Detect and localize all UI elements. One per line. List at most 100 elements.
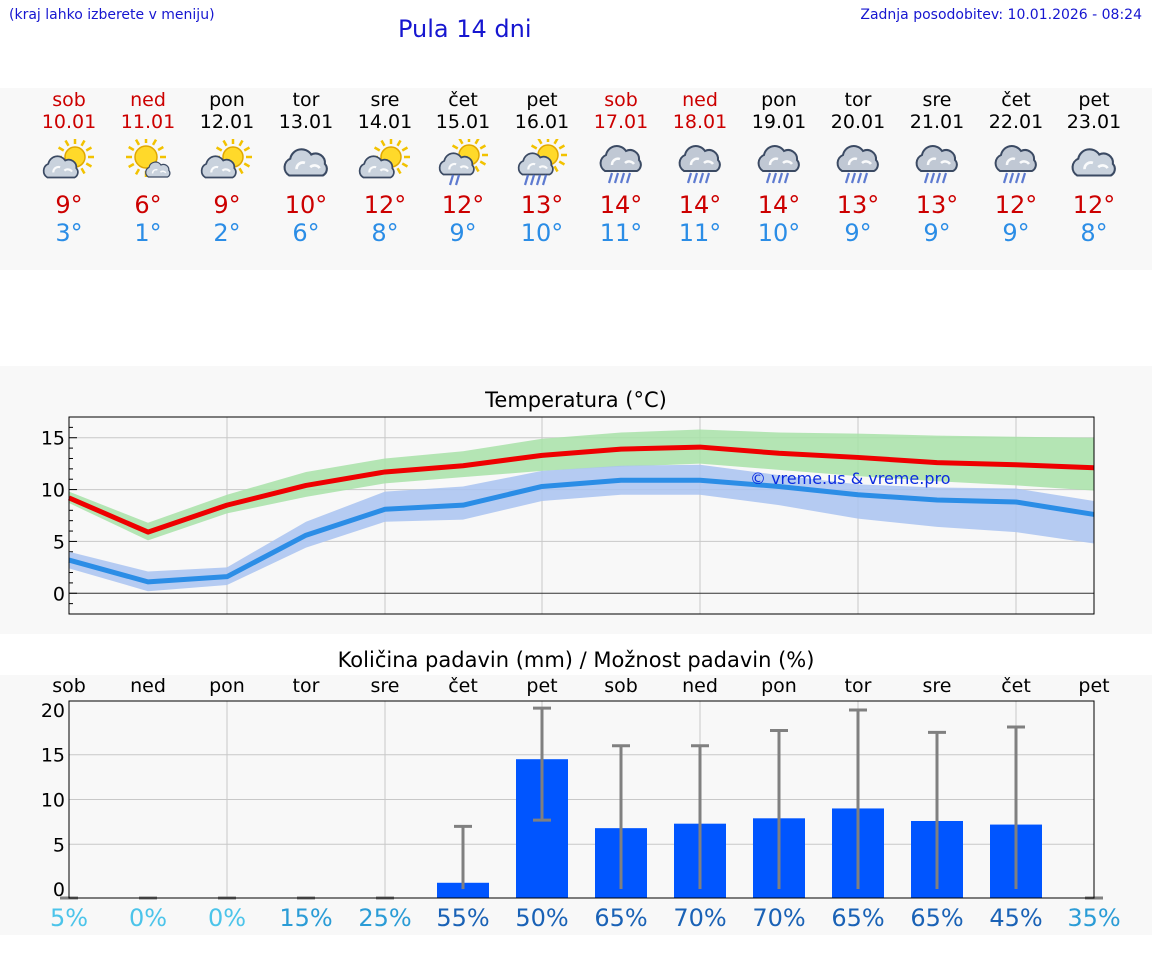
location-menu-hint[interactable]: (kraj lahko izberete v meniju) [9, 7, 215, 23]
day-name: sre [370, 89, 400, 111]
x-category-label: sob [52, 675, 86, 697]
last-update-text: Zadnja posodobitev: 10.01.2026 - 08:24 [860, 7, 1142, 23]
day-date: 14.01 [357, 111, 413, 133]
day-column: sob 10.01 9° 3° [29, 88, 109, 247]
day-date: 18.01 [672, 111, 728, 133]
day-date: 17.01 [593, 111, 649, 133]
max-temperature: 13° [915, 191, 959, 219]
max-temperature: 13° [520, 191, 564, 219]
day-column: ned 11.01 6° 1° [108, 88, 188, 247]
daily-forecast-strip: sob 10.01 9° 3° ned 11.01 6° 1° pon 12.01 9° 2° t… [0, 88, 1152, 270]
precipitation-probability-label: 15% [279, 904, 332, 932]
precipitation-chart: sob ned pon tor sre čet pet sob ned pon tor sre čet p… [41, 675, 1121, 932]
min-temperature: 1° [134, 219, 162, 247]
sun-cloud-icon [200, 139, 252, 179]
precipitation-probability-label: 65% [831, 904, 884, 932]
x-category-label: sre [371, 675, 400, 697]
x-category-label: tor [845, 675, 872, 697]
precipitation-probability-label: 0% [208, 904, 246, 932]
day-date: 16.01 [514, 111, 570, 133]
min-temperature: 3° [55, 219, 83, 247]
day-name: tor [292, 89, 320, 111]
precipitation-probability-label: 65% [910, 904, 963, 932]
x-category-label: pon [209, 675, 245, 697]
min-temperature: 8° [1080, 219, 1108, 247]
y-tick-label: 0 [53, 583, 65, 605]
day-date: 12.01 [199, 111, 255, 133]
day-name: sob [604, 89, 638, 111]
x-category-label: pet [1078, 675, 1109, 697]
y-tick-label: 15 [41, 428, 65, 450]
precipitation-chart-title: Količina padavin (mm) / Možnost padavin … [337, 648, 815, 672]
precipitation-probability-label: 5% [50, 904, 88, 932]
cloud-rain-icon [599, 145, 642, 184]
min-temperature: 9° [1002, 219, 1030, 247]
precipitation-bar [437, 882, 489, 898]
plot-frame [68, 700, 1095, 899]
day-date: 11.01 [120, 111, 176, 133]
min-temperature: 10° [520, 219, 564, 247]
day-column: pet 16.01 13° 10° [502, 88, 582, 247]
precipitation-probability-label: 45% [989, 904, 1042, 932]
precipitation-probability-label: 55% [436, 904, 489, 932]
sun-cloud-icon [358, 139, 410, 179]
y-tick-label: 10 [41, 480, 65, 502]
sun-cloud-icon [42, 139, 94, 179]
day-column: pon 19.01 14° 10° [739, 88, 819, 247]
x-category-label: pon [761, 675, 797, 697]
y-tick-label: 5 [53, 531, 65, 553]
sun-small-cloud-icon [126, 139, 171, 178]
max-temperature: 14° [678, 191, 722, 219]
x-category-label: ned [682, 675, 718, 697]
min-temperature-line [68, 477, 1095, 585]
forecast-band [0, 88, 1152, 270]
max-temperature: 12° [441, 191, 485, 219]
day-name: pon [209, 89, 245, 111]
day-date: 15.01 [435, 111, 491, 133]
temperature-chart: 15 10 5 0 © vreme.us & vreme.pro [41, 416, 1095, 615]
day-name: ned [130, 89, 166, 111]
y-tick-label: 15 [41, 745, 65, 767]
y-tick-label: 0 [53, 879, 65, 901]
day-date: 13.01 [278, 111, 334, 133]
y-tick-label: 10 [41, 790, 65, 812]
cloud-rain-icon [915, 145, 958, 184]
day-column: pon 12.01 9° 2° [187, 88, 267, 247]
x-category-label: tor [293, 675, 320, 697]
y-tick-label: 5 [53, 834, 65, 856]
max-temperature: 9° [213, 191, 241, 219]
day-date: 20.01 [830, 111, 886, 133]
precipitation-probability-label: 35% [1067, 904, 1120, 932]
min-temperature-range-band [69, 464, 1094, 592]
day-name: ned [682, 89, 718, 111]
min-temperature: 9° [449, 219, 477, 247]
min-temperature: 9° [923, 219, 951, 247]
day-name: čet [1001, 89, 1031, 111]
day-column: čet 22.01 12° 9° [976, 88, 1056, 247]
day-column: sre 21.01 13° 9° [897, 88, 977, 247]
max-temperature: 12° [363, 191, 407, 219]
watermark-text: © vreme.us & vreme.pro [750, 469, 951, 488]
day-column: čet 15.01 12° 9° [423, 88, 503, 247]
max-temperature: 6° [134, 191, 162, 219]
day-name: sre [922, 89, 952, 111]
cloud-rain-icon [836, 145, 879, 184]
max-temperature: 9° [55, 191, 83, 219]
day-name: tor [844, 89, 872, 111]
day-date: 19.01 [751, 111, 807, 133]
day-date: 23.01 [1066, 111, 1122, 133]
day-column: pet 23.01 12° 8° [1054, 88, 1134, 247]
day-date: 22.01 [988, 111, 1044, 133]
day-name: čet [448, 89, 478, 111]
day-column: sob 17.01 14° 11° [581, 88, 661, 247]
precipitation-probability-label: 50% [515, 904, 568, 932]
day-column: tor 13.01 10° 6° [266, 88, 346, 247]
day-date: 10.01 [41, 111, 97, 133]
day-name: pet [526, 89, 558, 111]
day-column: tor 20.01 13° 9° [818, 88, 898, 247]
max-temperature: 14° [757, 191, 801, 219]
day-date: 21.01 [909, 111, 965, 133]
min-temperature: 10° [757, 219, 801, 247]
x-category-label: sre [923, 675, 952, 697]
precipitation-probability-label: 25% [358, 904, 411, 932]
